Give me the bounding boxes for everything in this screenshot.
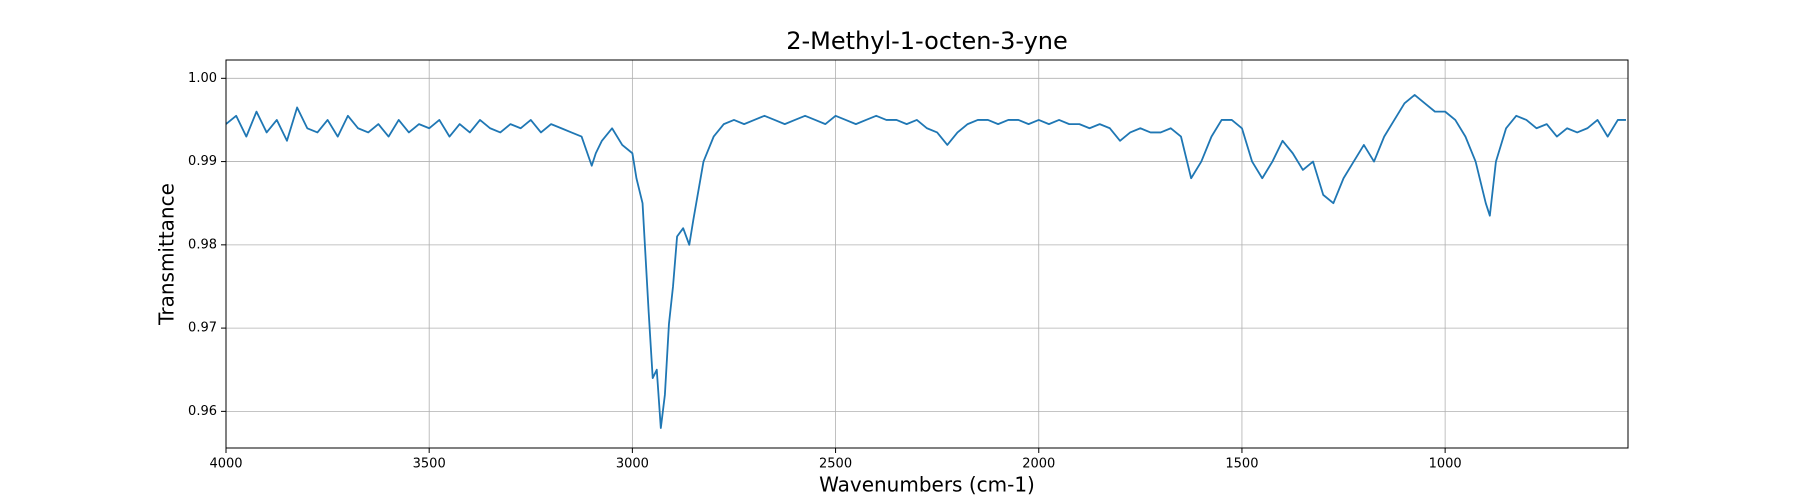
x-axis-label: Wavenumbers (cm-1)	[819, 473, 1035, 497]
x-tick-label: 2500	[819, 457, 852, 472]
y-tick-label: 0.96	[188, 404, 217, 419]
x-tick-label: 1500	[1225, 457, 1258, 472]
y-tick-label: 0.99	[188, 154, 217, 169]
y-axis-label: Transmittance	[155, 183, 179, 326]
x-tick-label: 1000	[1429, 457, 1462, 472]
x-tick-label: 2000	[1022, 457, 1055, 472]
spectrum-line	[225, 94, 1626, 429]
chart-title: 2-Methyl-1-octen-3-yne	[786, 27, 1068, 55]
x-tick-label: 3500	[413, 457, 446, 472]
y-tick-label: 0.98	[188, 237, 217, 252]
y-tick-label: 1.00	[188, 71, 217, 86]
y-tick-label: 0.97	[188, 321, 217, 336]
plot-frame	[225, 59, 1629, 449]
x-tick-label: 3000	[616, 457, 649, 472]
x-tick-label: 4000	[209, 457, 242, 472]
